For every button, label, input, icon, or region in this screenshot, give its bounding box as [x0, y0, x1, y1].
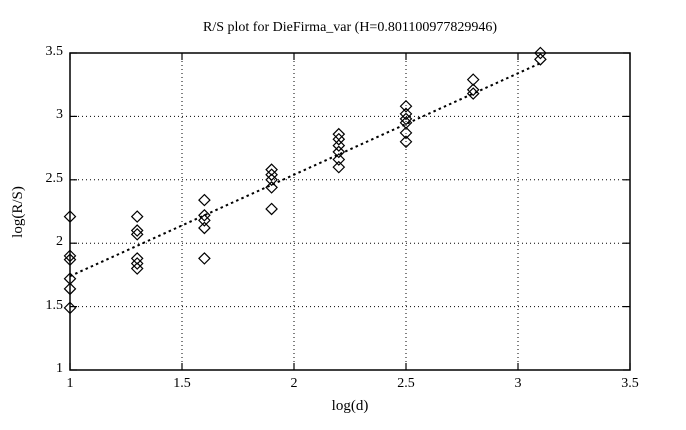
data-point-diamond: [399, 99, 413, 113]
data-point-diamond: [198, 208, 211, 222]
x-tick-label: 1: [66, 376, 74, 391]
data-point-diamond: [130, 210, 144, 223]
y-tick-label: 1: [56, 361, 63, 376]
data-point-diamond: [198, 214, 211, 227]
x-axis-label: log(d): [331, 398, 369, 414]
data-point-diamond: [332, 160, 346, 174]
data-point-diamond: [534, 46, 547, 60]
data-point-diamond: [198, 193, 211, 207]
x-tick-label: 2: [290, 376, 298, 391]
data-point-diamond: [265, 163, 278, 177]
plot-border: [69, 52, 631, 371]
data-point-diamond: [130, 257, 144, 270]
fit-line: [69, 62, 541, 278]
data-point-diamond: [399, 112, 413, 126]
data-point-diamond: [399, 116, 413, 130]
data-point-diamond: [399, 135, 413, 149]
data-point-diamond: [265, 181, 278, 194]
data-point-diamond: [332, 132, 346, 146]
y-tick-label: 2: [56, 234, 63, 250]
data-point-diamond: [265, 202, 278, 216]
data-point-diamond: [130, 227, 144, 241]
data-point-diamond: [534, 52, 547, 66]
data-point-diamond: [332, 153, 346, 166]
x-tick-label: 1.5: [173, 376, 191, 391]
x-tick-label: 2.5: [397, 376, 415, 391]
data-point-diamond: [265, 168, 278, 182]
data-point-diamond: [198, 252, 211, 265]
data-point-diamond: [198, 221, 211, 235]
data-point-diamond: [265, 173, 278, 187]
y-tick-label: 3: [56, 107, 63, 123]
data-point-diamond: [466, 73, 480, 86]
data-point-diamond: [130, 262, 144, 275]
y-tick-label: 3.5: [45, 44, 64, 59]
y-tick-label: 1.5: [45, 297, 64, 313]
x-tick-label: 3.5: [621, 376, 639, 391]
data-point-diamond: [466, 87, 480, 100]
data-point-diamond: [466, 83, 480, 97]
y-tick-label: 2.5: [45, 170, 64, 186]
data-point-diamond: [399, 126, 413, 140]
data-point-diamond: [399, 107, 413, 121]
data-point-diamond: [332, 139, 346, 152]
x-tick-label: 3: [514, 376, 522, 391]
data-point-diamond: [130, 224, 144, 237]
chart-title: R/S plot for DieFirma_var (H=0.801100977…: [203, 20, 497, 35]
data-point-diamond: [130, 252, 144, 265]
data-point-diamond: [332, 145, 346, 159]
